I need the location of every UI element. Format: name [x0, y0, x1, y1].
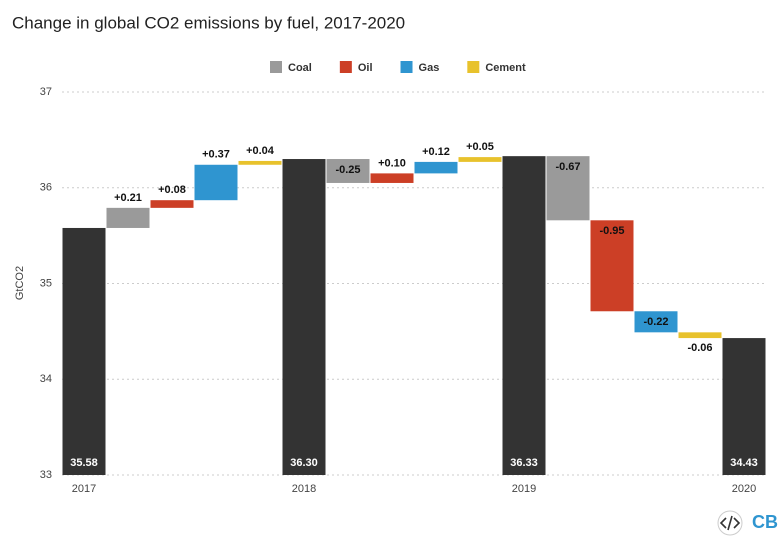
value-label: +0.05 — [466, 141, 494, 153]
change-bar — [414, 161, 458, 174]
legend-label: Oil — [358, 62, 373, 74]
y-tick-label: 37 — [40, 86, 52, 98]
x-tick-label: 2017 — [72, 483, 96, 495]
chart-title: Change in global CO2 emissions by fuel, … — [12, 13, 405, 32]
x-tick-label: 2020 — [732, 483, 756, 495]
change-bar — [194, 164, 238, 201]
change-bar — [678, 332, 722, 339]
value-label: -0.06 — [687, 342, 712, 354]
value-label: -0.22 — [643, 316, 668, 328]
value-label: +0.21 — [114, 192, 142, 204]
y-tick-label: 34 — [40, 373, 52, 385]
value-label: -0.67 — [555, 161, 580, 173]
y-tick-label: 35 — [40, 277, 52, 289]
change-bar — [634, 311, 678, 333]
legend-swatch — [400, 61, 413, 73]
total-bar — [722, 338, 766, 475]
change-bar — [458, 157, 502, 162]
change-bar — [238, 160, 282, 165]
total-bar — [282, 159, 326, 475]
change-bar — [106, 207, 150, 228]
logo: CB — [752, 512, 778, 532]
value-label: +0.12 — [422, 146, 450, 158]
total-bar — [502, 156, 546, 475]
value-label: +0.37 — [202, 149, 230, 161]
value-label: -0.95 — [599, 225, 624, 237]
legend-label: Cement — [485, 62, 526, 74]
value-label: 36.33 — [510, 457, 538, 469]
change-bar — [590, 220, 634, 312]
legend-label: Coal — [288, 62, 312, 74]
change-bar — [546, 156, 590, 221]
code-icon — [717, 510, 743, 536]
change-bar — [326, 159, 370, 183]
change-bar — [370, 173, 414, 183]
y-axis-label: GtCO2 — [14, 266, 26, 300]
legend-swatch — [270, 61, 282, 73]
value-label: 36.30 — [290, 457, 318, 469]
y-tick-label: 33 — [40, 469, 52, 481]
value-label: +0.10 — [378, 157, 406, 169]
value-label: -0.25 — [335, 164, 360, 176]
value-label: +0.04 — [246, 145, 275, 157]
value-label: +0.08 — [158, 184, 186, 196]
value-label: 34.43 — [730, 457, 758, 469]
change-bar — [150, 200, 194, 208]
x-tick-label: 2018 — [292, 483, 316, 495]
legend-swatch — [467, 61, 480, 73]
y-tick-label: 36 — [40, 182, 52, 194]
total-bar — [62, 227, 106, 475]
legend-label: Gas — [419, 62, 440, 74]
x-tick-label: 2019 — [512, 483, 536, 495]
value-label: 35.58 — [70, 457, 98, 469]
legend-swatch — [339, 61, 352, 73]
